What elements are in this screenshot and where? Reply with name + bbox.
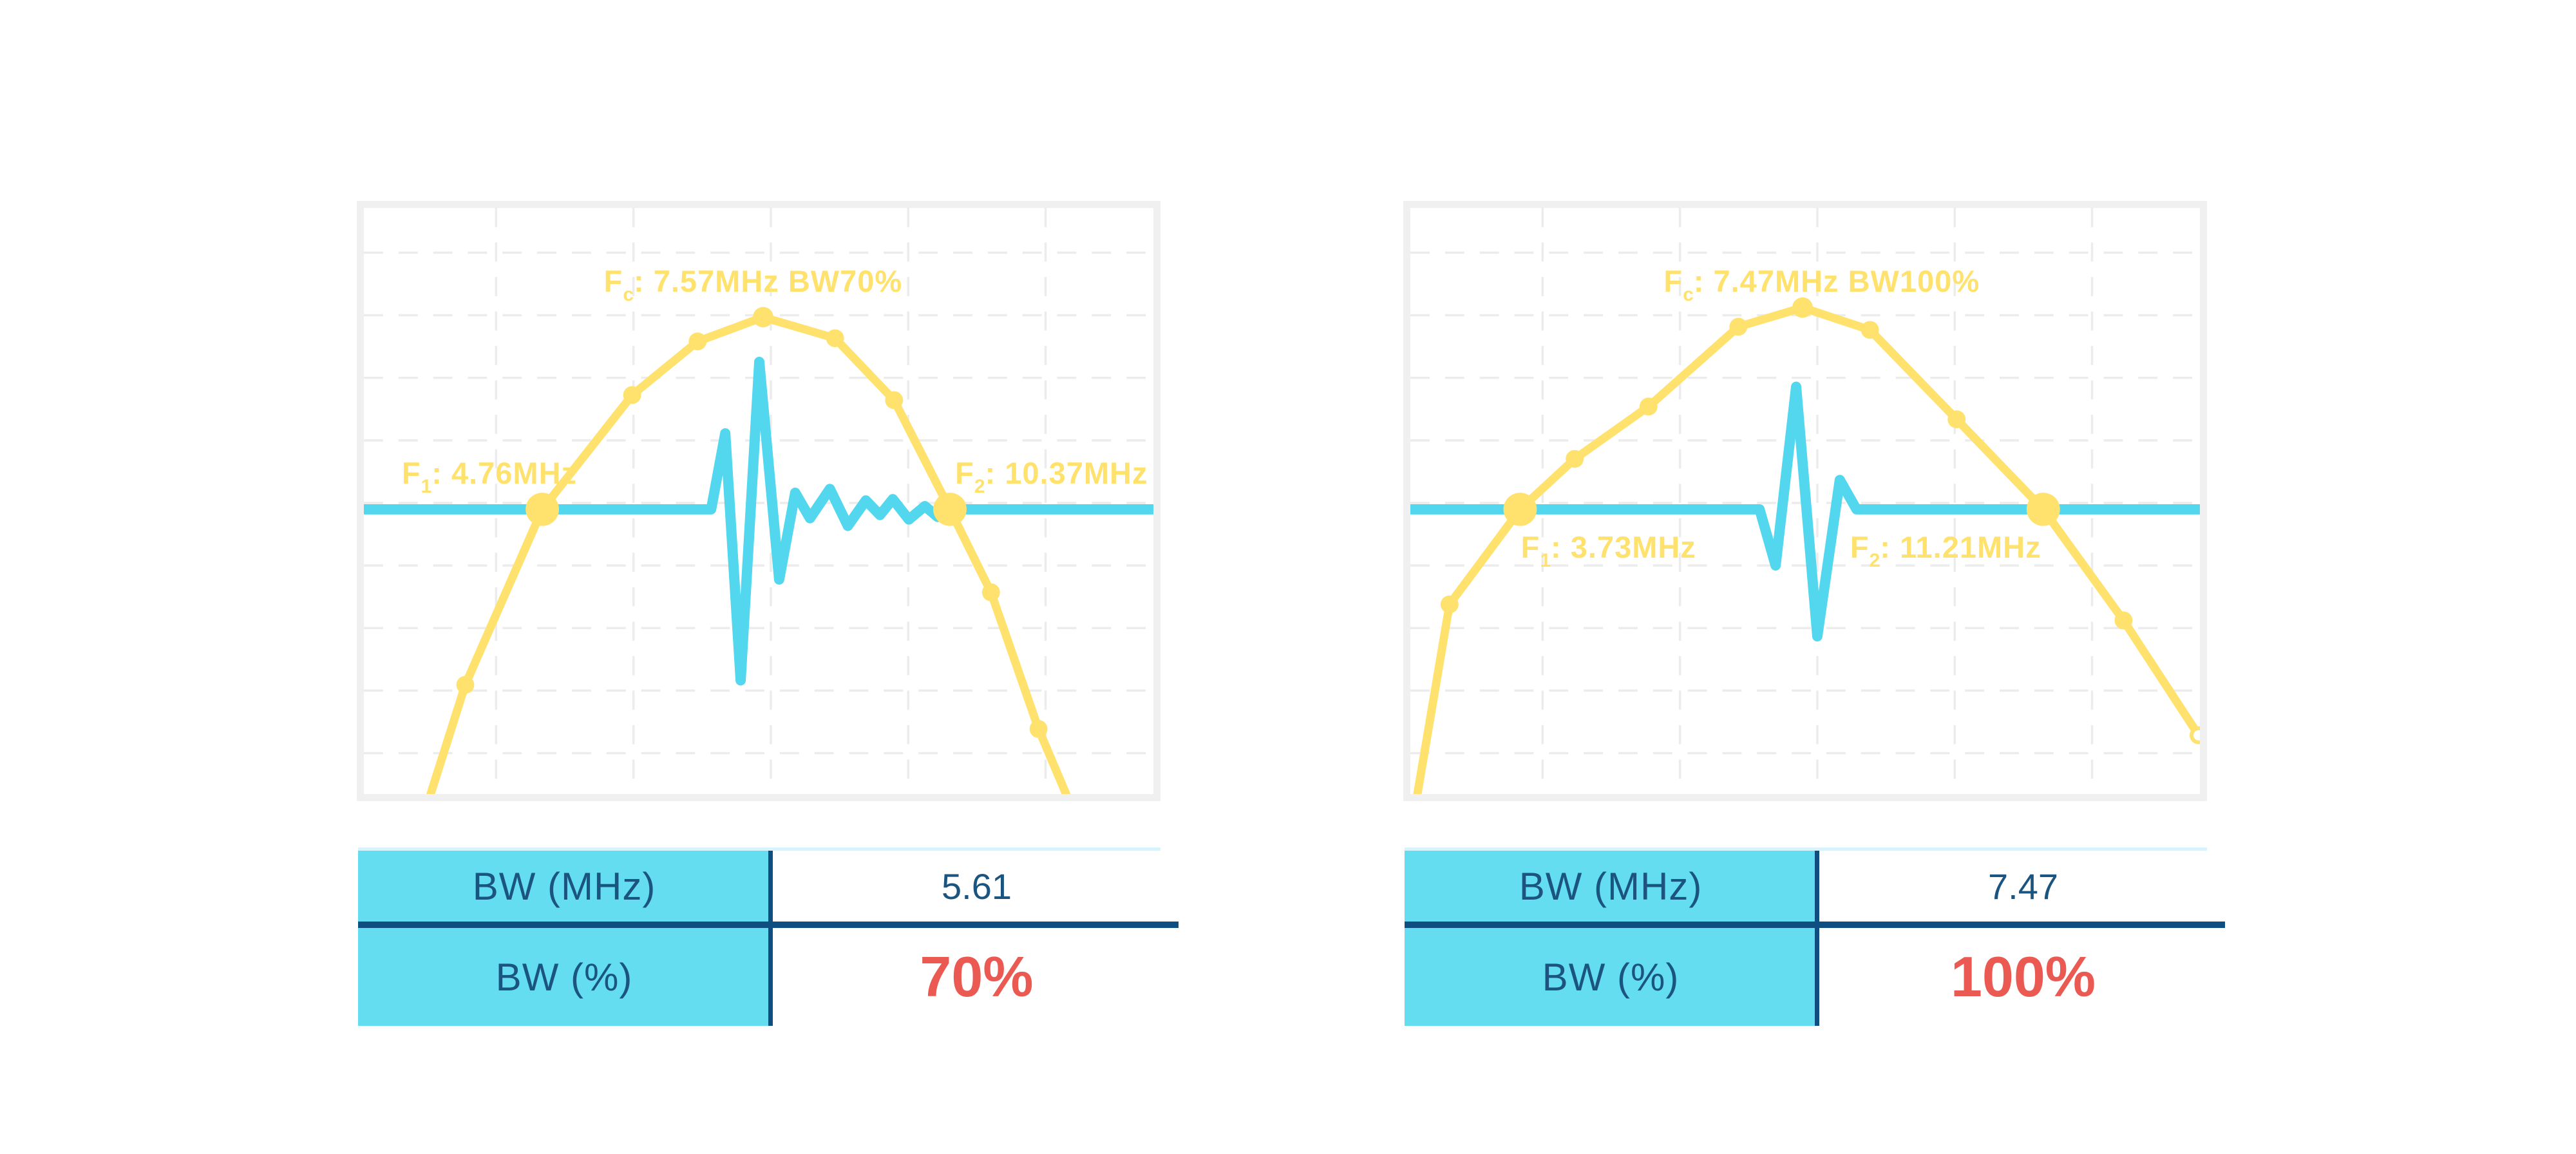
bw-pct-value-cell: 100% <box>1821 928 2225 1026</box>
bw-mhz-value: 7.47 <box>1988 866 2058 907</box>
chart-panel-bw100: Fc: 7.47MHz BW100% F1: 3.73MHz F2: 11.21… <box>1403 201 2207 801</box>
bw-mhz-value-cell: 7.47 <box>1821 851 2225 922</box>
table-top-line <box>1405 847 2207 851</box>
f2-value: : 11.21MHz <box>1880 530 2041 565</box>
fc-label: F <box>603 264 623 299</box>
bw-pct-label: BW (%) <box>495 955 633 999</box>
bw-pct-value: 70% <box>920 945 1034 1008</box>
fc-subscript: c <box>623 284 634 306</box>
bw-table-bw100: BW (MHz) 7.47 BW (%) 100% <box>1405 847 2225 1026</box>
f1-value: : 4.76MHz <box>431 455 578 490</box>
table-row-bw-pct: BW (%) 100% <box>1405 928 2225 1026</box>
bw-pct-label: BW (%) <box>1542 955 1680 999</box>
bw-pct-label-cell: BW (%) <box>1405 928 1817 1026</box>
bw-pct-value-cell: 70% <box>775 928 1179 1026</box>
fc-annotation-bw70: Fc: 7.57MHz BW70% <box>604 266 903 305</box>
spectrum-pulse-plot-bw100 <box>1410 208 2200 794</box>
bw-mhz-label: BW (MHz) <box>472 864 656 908</box>
spectrum-pulse-plot-bw70 <box>364 208 1153 794</box>
f1-annotation-bw100: F1: 3.73MHz <box>1521 532 1696 571</box>
column-divider-line <box>768 851 773 1026</box>
fc-value: : 7.47MHz BW100% <box>1693 264 1980 299</box>
f2-annotation-bw70: F2: 10.37MHz <box>955 458 1148 497</box>
f2-subscript: 2 <box>974 475 985 497</box>
table-row-bw-mhz: BW (MHz) 5.61 <box>358 851 1179 922</box>
bw-mhz-label-cell: BW (MHz) <box>358 851 770 922</box>
bw-pct-value: 100% <box>1950 945 2096 1008</box>
bw-table-bw70: BW (MHz) 5.61 BW (%) 70% <box>358 847 1179 1026</box>
f2-annotation-bw100: F2: 11.21MHz <box>1850 532 2041 571</box>
f1-value: : 3.73MHz <box>1551 530 1696 565</box>
f1-subscript: 1 <box>421 475 432 497</box>
bw-mhz-label: BW (MHz) <box>1519 864 1703 908</box>
bw-mhz-value-cell: 5.61 <box>775 851 1179 922</box>
chart-panel-bw70: Fc: 7.57MHz BW70% F1: 4.76MHz F2: 10.37M… <box>357 201 1160 801</box>
f1-label: F <box>401 455 421 490</box>
f1-subscript: 1 <box>1540 550 1551 572</box>
f2-label: F <box>1850 530 1870 565</box>
fc-value: : 7.57MHz BW70% <box>634 264 903 299</box>
f1-annotation-bw70: F1: 4.76MHz <box>402 458 577 497</box>
fc-subscript: c <box>1683 284 1694 306</box>
table-top-line <box>358 847 1160 851</box>
bw-mhz-label-cell: BW (MHz) <box>1405 851 1817 922</box>
f1-label: F <box>1520 530 1540 565</box>
fc-annotation-bw100: Fc: 7.47MHz BW100% <box>1663 266 1980 305</box>
table-row-bw-mhz: BW (MHz) 7.47 <box>1405 851 2225 922</box>
f2-value: : 10.37MHz <box>985 455 1148 490</box>
fc-label: F <box>1663 264 1683 299</box>
bw-mhz-value: 5.61 <box>942 866 1012 907</box>
f2-label: F <box>955 455 974 490</box>
bw-pct-label-cell: BW (%) <box>358 928 770 1026</box>
column-divider-line <box>1815 851 1819 1026</box>
table-row-bw-pct: BW (%) 70% <box>358 928 1179 1026</box>
f2-subscript: 2 <box>1869 550 1880 572</box>
